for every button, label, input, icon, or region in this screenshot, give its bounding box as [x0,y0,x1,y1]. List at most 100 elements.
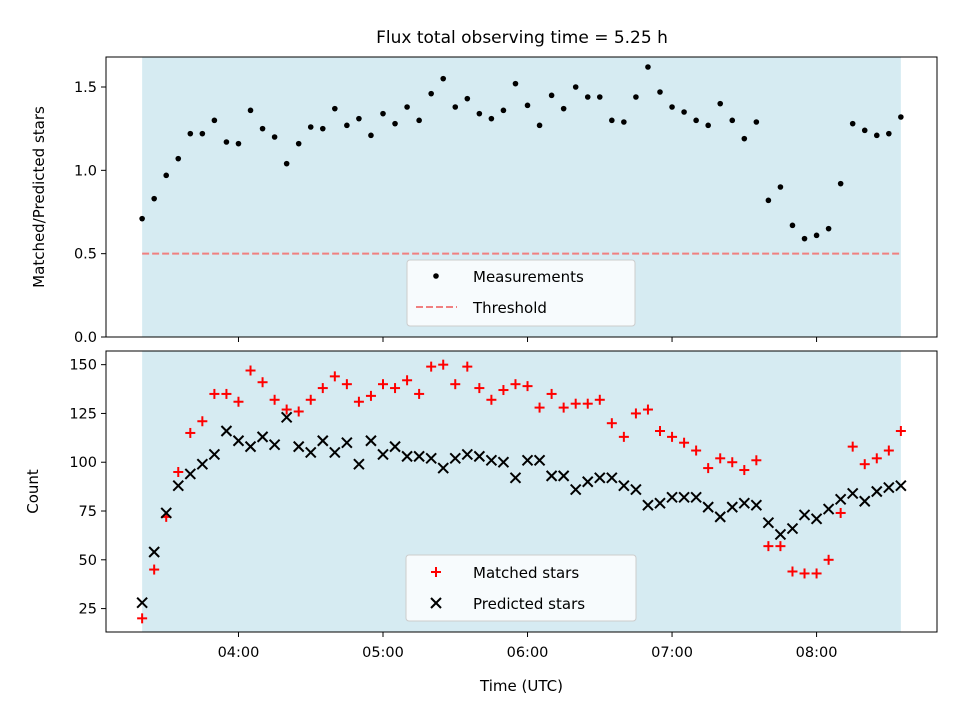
predicted-star-point [786,522,799,535]
matched-star-point [775,541,786,552]
predicted-star-point [305,446,317,459]
matched-star-point [895,426,906,437]
matched-star-point [185,427,196,438]
predicted-star-point [292,440,305,453]
measurement-point [681,109,687,115]
matched-star-point [534,402,545,413]
predicted-star-point [557,470,570,482]
predicted-star-point [726,501,738,513]
chart-title: Flux total observing time = 5.25 h [376,28,668,48]
matched-star-point [414,388,425,399]
measurement-point [633,94,639,100]
top-legend: Measurements Threshold [406,259,636,327]
top-plot-frame [105,56,938,338]
matched-star-point [498,385,509,396]
matched-star-point [751,455,762,466]
measurement-point [777,184,784,190]
x-tick-label: 07:00 [651,645,693,661]
y-tick-label: 1.0 [74,163,97,179]
measurement-point [259,125,266,132]
measurement-point [669,104,675,110]
legend-marker-measurements [433,273,439,279]
predicted-star-point [317,435,329,447]
predicted-star-point [184,468,197,480]
predicted-star-point [630,483,642,496]
legend-label-threshold: Threshold [472,299,547,317]
bottom-legend: Matched stars Predicted stars [405,554,637,622]
matched-star-point [305,394,316,405]
matched-star-point [245,365,256,376]
predicted-star-point [822,503,835,515]
legend-box [406,259,636,327]
measurement-point [596,94,603,100]
matched-star-point [859,459,870,470]
measurement-point [307,124,314,130]
predicted-star-point [798,509,811,521]
predicted-star-point [883,481,895,494]
matched-star-point [871,453,882,464]
measurement-point [837,180,844,187]
predicted-star-point [365,435,377,447]
measurement-point [825,225,832,232]
measurement-point [705,122,711,129]
matched-star-point [269,394,280,405]
predicted-star-point [449,452,461,465]
predicted-star-point [678,491,690,504]
predicted-star-point [762,517,775,529]
measurement-point [524,102,531,109]
measurement-point [223,139,230,145]
measurement-point [741,135,748,142]
matched-star-point [402,375,413,386]
predicted-star-point [220,425,233,437]
legend-label-predicted: Predicted stars [473,595,585,613]
predicted-star-point [437,462,449,474]
measurement-point [536,122,543,129]
measurement-point [416,117,422,124]
measurement-point [344,122,350,129]
predicted-star-point [473,450,486,463]
measurement-point [801,235,808,242]
predicted-star-point [606,472,618,484]
matched-star-point [823,554,834,565]
measurement-point [753,119,760,125]
measurement-point [235,140,242,147]
predicted-star-point [846,487,859,500]
predicted-star-point [750,499,763,511]
legend-label-matched: Matched stars [473,564,579,582]
measurement-point [187,130,194,137]
predicted-star-point [377,448,389,461]
measurement-point [452,104,459,110]
legend-box [405,554,637,622]
measurement-point [464,95,471,102]
matched-star-point [582,398,593,409]
measurement-point [476,110,483,117]
matched-star-point [341,379,352,390]
measurement-point [729,117,736,124]
predicted-star-point [497,456,510,468]
measurement-point [765,197,772,204]
top-y-axis-label: Matched/Predicted stars [30,106,48,288]
predicted-star-point [425,452,437,465]
matched-star-point [679,437,690,448]
measurement-point [404,104,410,110]
measurement-point [295,140,302,147]
predicted-star-point [160,507,172,519]
measurement-point [332,105,338,112]
matched-star-point [462,361,473,372]
measurement-point [199,130,206,137]
predicted-star-point [172,479,184,492]
predicted-star-point [521,454,534,466]
measurement-point [849,120,856,127]
top-panel: 0.0 0.5 1.0 1.5 Matched/Predicted stars Mea… [30,56,938,346]
predicted-star-point [654,497,666,509]
measurement-point [898,114,904,120]
predicted-star-point [232,435,245,447]
y-tick-label: 150 [69,358,97,374]
predicted-star-point [702,501,714,513]
matched-star-point [594,394,605,405]
matched-star-point [835,507,846,518]
y-tick-label: 0.5 [74,247,97,263]
predicted-star-point [871,485,883,498]
matched-star-point [883,445,894,456]
